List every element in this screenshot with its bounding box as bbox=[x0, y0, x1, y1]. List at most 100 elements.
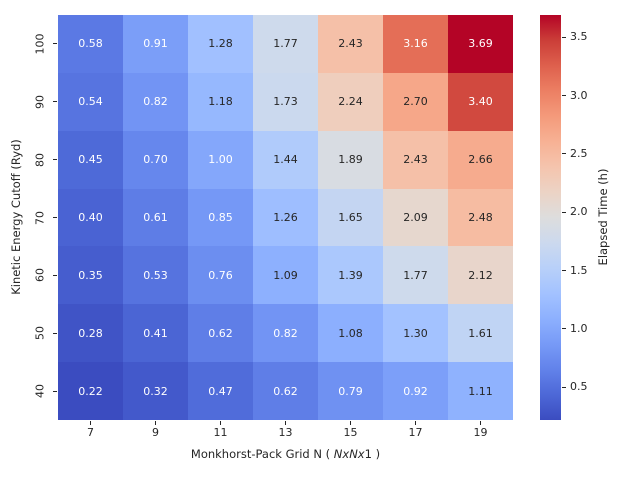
heatmap-cell: 0.58 bbox=[58, 15, 123, 73]
x-tick-label: 13 bbox=[278, 426, 293, 439]
tick-mark bbox=[562, 153, 566, 155]
heatmap-cell: 1.08 bbox=[318, 304, 383, 363]
heatmap-cell: 2.70 bbox=[383, 72, 448, 131]
heatmap-cell: 0.82 bbox=[123, 72, 188, 131]
tick-mark bbox=[562, 95, 566, 97]
heatmap-cell: 2.43 bbox=[318, 15, 383, 73]
heatmap-cell: 0.91 bbox=[123, 15, 188, 73]
colorbar-tick-label: 2.5 bbox=[570, 146, 588, 160]
y-tick-label: 60 bbox=[33, 268, 47, 283]
tick-mark bbox=[53, 159, 57, 161]
heatmap-cell: 0.62 bbox=[188, 304, 253, 363]
x-tick-label: 19 bbox=[473, 426, 488, 439]
heatmap-cell: 1.77 bbox=[253, 15, 318, 73]
heatmap-cell: 3.69 bbox=[448, 15, 513, 73]
heatmap-cell: 0.92 bbox=[383, 362, 448, 420]
heatmap-cell: 1.65 bbox=[318, 188, 383, 247]
heatmap-cell: 1.00 bbox=[188, 130, 253, 189]
y-tick-label: 40 bbox=[33, 384, 47, 399]
heatmap-cell: 0.54 bbox=[58, 72, 123, 131]
colorbar-gradient bbox=[540, 15, 561, 420]
heatmap-cell: 1.73 bbox=[253, 72, 318, 131]
heatmap-grid: 0.58 0.91 1.28 1.77 2.43 3.16 3.69 0.54 0.82 1.18… bbox=[58, 15, 513, 420]
tick-mark bbox=[562, 211, 566, 213]
heatmap-cell: 2.66 bbox=[448, 130, 513, 189]
colorbar-tick-label: 3.0 bbox=[570, 88, 588, 102]
y-tick-label: 80 bbox=[33, 152, 47, 167]
heatmap-cell: 1.28 bbox=[188, 15, 253, 73]
x-tick-label: 11 bbox=[213, 426, 228, 439]
heatmap-cell: 3.40 bbox=[448, 72, 513, 131]
tick-mark bbox=[53, 217, 57, 218]
tick-mark bbox=[53, 332, 57, 334]
heatmap-cell: 2.09 bbox=[383, 188, 448, 247]
y-tick-label: 90 bbox=[33, 94, 47, 109]
x-tick-label: 17 bbox=[408, 426, 423, 439]
heatmap-cell: 0.41 bbox=[123, 304, 188, 363]
heatmap-cell: 0.82 bbox=[253, 304, 318, 363]
tick-mark bbox=[53, 101, 57, 103]
heatmap-cell: 0.28 bbox=[58, 304, 123, 363]
x-axis-label-text: 1 ) bbox=[364, 447, 381, 461]
heatmap-cell: 1.39 bbox=[318, 246, 383, 305]
heatmap-cell: 0.53 bbox=[123, 246, 188, 305]
colorbar-tick-label: 3.5 bbox=[570, 30, 588, 44]
tick-mark bbox=[155, 421, 156, 425]
heatmap-cell: 1.09 bbox=[253, 246, 318, 305]
heatmap-cell: 2.48 bbox=[448, 188, 513, 247]
colorbar-tick-label: 1.5 bbox=[570, 263, 588, 277]
heatmap-cell: 2.24 bbox=[318, 72, 383, 131]
heatmap-cell: 1.18 bbox=[188, 72, 253, 131]
heatmap-cell: 0.47 bbox=[188, 362, 253, 420]
tick-mark bbox=[562, 270, 566, 272]
tick-mark bbox=[220, 421, 221, 425]
y-axis-label: Kinetic Energy Cutoff (Ryd) bbox=[9, 139, 23, 295]
heatmap-cell: 3.16 bbox=[383, 15, 448, 73]
heatmap-cell: 0.76 bbox=[188, 246, 253, 305]
tick-mark bbox=[53, 43, 57, 45]
heatmap-cell: 0.35 bbox=[58, 246, 123, 305]
heatmap-cell: 0.62 bbox=[253, 362, 318, 420]
heatmap-cell: 1.26 bbox=[253, 188, 318, 247]
heatmap-cell: 1.44 bbox=[253, 130, 318, 189]
tick-mark bbox=[415, 421, 416, 425]
heatmap-cell: 0.45 bbox=[58, 130, 123, 189]
tick-mark bbox=[480, 421, 481, 425]
x-axis-label-math: NxNx bbox=[333, 447, 365, 461]
x-tick-label: 7 bbox=[87, 426, 94, 439]
colorbar-tick-label: 1.0 bbox=[570, 321, 588, 335]
heatmap-cell: 0.85 bbox=[188, 188, 253, 247]
heatmap-cell: 1.30 bbox=[383, 304, 448, 363]
x-tick-label: 15 bbox=[343, 426, 358, 439]
tick-mark bbox=[90, 421, 91, 425]
heatmap-cell: 1.77 bbox=[383, 246, 448, 305]
y-tick-label: 100 bbox=[33, 33, 47, 55]
heatmap-cell: 0.40 bbox=[58, 188, 123, 247]
tick-mark bbox=[53, 274, 57, 276]
x-axis-label-text: Monkhorst-Pack Grid N ( bbox=[190, 447, 334, 461]
heatmap-cell: 0.32 bbox=[123, 362, 188, 420]
colorbar-tick-label: 0.5 bbox=[570, 380, 588, 394]
heatmap-cell: 1.61 bbox=[448, 304, 513, 363]
y-tick-label: 70 bbox=[33, 210, 47, 225]
heatmap-cell: 2.43 bbox=[383, 130, 448, 189]
tick-mark bbox=[562, 328, 566, 330]
heatmap-cell: 0.79 bbox=[318, 362, 383, 420]
heatmap-cell: 1.11 bbox=[448, 362, 513, 420]
tick-mark bbox=[562, 386, 566, 388]
tick-mark bbox=[350, 421, 351, 425]
heatmap-cell: 0.70 bbox=[123, 130, 188, 189]
tick-mark bbox=[285, 421, 286, 425]
heatmap-cell: 0.61 bbox=[123, 188, 188, 247]
heatmap-cell: 1.89 bbox=[318, 130, 383, 189]
colorbar-tick-label: 2.0 bbox=[570, 205, 588, 219]
y-tick-label: 50 bbox=[33, 326, 47, 341]
tick-mark bbox=[53, 390, 57, 392]
x-axis-label: Monkhorst-Pack Grid N ( NxNx1 ) bbox=[0, 447, 571, 461]
tick-mark bbox=[562, 36, 566, 38]
heatmap-cell: 2.12 bbox=[448, 246, 513, 305]
heatmap-cell: 0.22 bbox=[58, 362, 123, 420]
colorbar-label: Elapsed Time (h) bbox=[596, 168, 610, 266]
x-tick-label: 9 bbox=[152, 426, 159, 439]
